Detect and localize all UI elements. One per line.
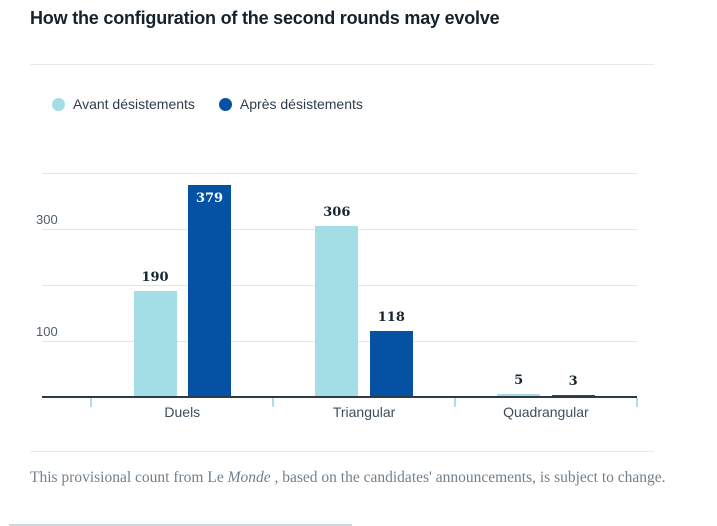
x-axis-line xyxy=(42,396,637,398)
source-note-text: This provisional count from Le xyxy=(30,469,228,486)
legend-label: Avant désistements xyxy=(73,96,195,112)
legend-item: Après désistements xyxy=(218,96,363,112)
bar-duels-avant xyxy=(133,290,177,397)
source-note: This provisional count from Le Monde , b… xyxy=(30,465,688,491)
y-axis-tick-label: 300 xyxy=(36,212,58,228)
page-title: How the configuration of the second roun… xyxy=(30,8,500,28)
bar-value-label: 190 xyxy=(141,269,169,285)
x-axis-tick xyxy=(272,398,275,407)
bar-chart: 100 300 190 379 Duels 306 118 Triangular 5 3 Quadr… xyxy=(0,150,717,430)
bar-triangular-apres xyxy=(369,331,413,397)
legend-swatch-icon xyxy=(218,97,232,111)
legend-label: Après désistements xyxy=(239,96,363,112)
x-axis-category-label: Triangular xyxy=(332,404,396,420)
x-axis-category-label: Duels xyxy=(164,404,201,420)
bar-value-label: 379 xyxy=(195,191,224,207)
x-axis-tick xyxy=(635,398,638,407)
legend-item: Avant désistements xyxy=(52,96,195,112)
bar-value-label: 3 xyxy=(568,374,578,390)
x-axis-tick xyxy=(454,398,456,407)
bar-triangular-avant xyxy=(315,225,359,397)
source-note-italic: Monde xyxy=(227,469,271,486)
y-axis-tick-label: 100 xyxy=(36,324,58,340)
bar-value-label: 306 xyxy=(323,204,351,220)
legend-swatch-icon xyxy=(52,97,65,111)
x-axis-category-label: Quadrangular xyxy=(503,404,589,420)
chart-legend: Avant désistements Après désistements xyxy=(52,96,363,112)
page-bottom-edge xyxy=(9,524,352,526)
title-divider xyxy=(30,64,654,65)
bar-quadrangular-avant xyxy=(497,394,541,397)
gridline xyxy=(42,173,637,175)
bar-value-label: 118 xyxy=(377,310,405,326)
source-note-text: , based on the candidates' announcements… xyxy=(270,469,666,486)
bar-duels-apres xyxy=(188,185,232,397)
bar-value-label: 5 xyxy=(514,373,524,389)
footer-divider xyxy=(30,451,654,452)
x-axis-tick xyxy=(90,398,93,407)
